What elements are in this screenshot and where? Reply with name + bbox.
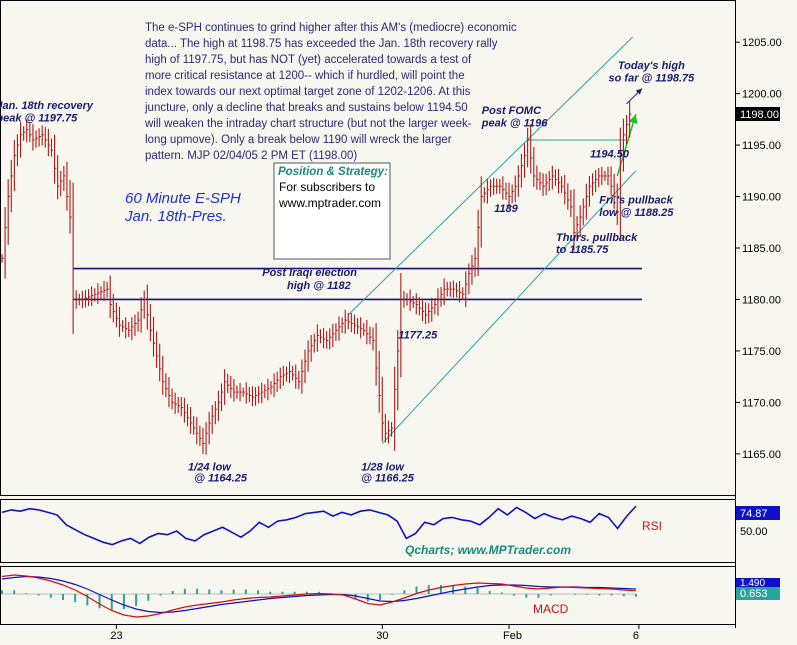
rsi-last-value: 74.87 (740, 508, 768, 520)
macd-line (1, 574, 637, 618)
annotation-label: so far @ 1198.75 (609, 72, 696, 84)
qcharts-label: Qcharts; www.MPTrader.com (405, 543, 571, 557)
commentary-line-9: pattern. MJP 02/04/05 2 PM ET (1198.00) (145, 150, 357, 162)
macd-last-value: 0.653 (740, 588, 768, 600)
annotation-label: 1/28 low (361, 461, 405, 473)
macd-second-value: 1.490 (740, 578, 765, 589)
rsi-last-box (736, 506, 780, 520)
annotation-label: peak @ 1197.75 (0, 112, 78, 124)
annotation-label: 1/24 low (188, 461, 232, 473)
y-tick-label: 1195.00 (742, 140, 781, 152)
commentary-line-3: high of 1197.75, but has NOT (yet) accel… (145, 54, 472, 66)
x-tick-label: Feb (503, 630, 522, 642)
commentary-line-2: data... The high at 1198.75 has exceeded… (145, 38, 498, 50)
strategy-title: Position & Strategy: (278, 166, 388, 178)
chart-title: 60 Minute E-SPH (125, 190, 241, 207)
macd-label: MACD (533, 602, 569, 616)
y-tick-label: 1200.00 (742, 89, 782, 101)
commentary-line-6: juncture, only a decline that breaks and… (144, 102, 468, 114)
macd-second-box (736, 578, 780, 587)
commentary-line-4: more critical resistance at 1200-- which… (145, 70, 465, 82)
y-tick-label: 1185.00 (742, 243, 781, 255)
last-price-box (736, 107, 780, 121)
y-tick-label: 1175.00 (742, 346, 781, 358)
trendline (347, 36, 634, 316)
annotation-label: high @ 1182 (287, 280, 351, 292)
commentary-line-8: long upmove). Only a break below 1190 wi… (145, 134, 452, 146)
annotation-label: Post FOMC (482, 105, 542, 117)
trendline (381, 170, 637, 444)
commentary-text: The e-SPH continues to grind higher afte… (144, 22, 520, 162)
macd-last-box (736, 587, 780, 600)
annotation-label: Post Iraqi election (262, 267, 357, 279)
annotation-label: low @ 1188.25 (599, 207, 674, 219)
commentary-line-7: will weaken the intraday chart structure… (144, 118, 472, 130)
x-tick-label: 30 (376, 630, 388, 642)
strategy-box (273, 162, 391, 260)
annotation-label: 1194.50 (590, 148, 630, 160)
last-price-label: 1198.00 (740, 109, 779, 121)
macd-signal-line (1, 575, 637, 614)
y-tick-label: 1190.00 (742, 192, 781, 204)
y-tick-label: 1165.00 (742, 449, 781, 461)
annotation-label: Jan. 18th recovery (0, 100, 94, 112)
rsi-line (1, 505, 637, 546)
commentary-line-1: The e-SPH continues to grind higher afte… (145, 22, 517, 34)
x-tick-label: 23 (110, 630, 122, 642)
rsi-tick-50: 50.00 (740, 526, 768, 538)
annotation-label: @ 1164.25 (194, 473, 248, 485)
todays-high-pointer (626, 88, 643, 105)
chart-subtitle: Jan. 18th-Pres. (124, 208, 227, 225)
annotation-label: @ 1166.25 (361, 473, 415, 485)
y-tick-label: 1180.00 (742, 294, 781, 306)
annotation-label: Today's high (618, 60, 685, 72)
rsi-panel-frame (0, 499, 736, 563)
rsi-label: RSI (642, 519, 662, 533)
annotation-label: 1177.25 (398, 330, 438, 342)
annotation-label: 1189 (494, 203, 519, 215)
annotation-label: peak @ 1196 (481, 118, 548, 130)
annotation-label: Fri.'s pullback (599, 195, 673, 207)
x-tick-label: 6 (633, 630, 639, 642)
commentary-line-5: index towards our next optimal target zo… (145, 86, 471, 98)
y-tick-label: 1170.00 (742, 397, 781, 409)
y-tick-label: 1205.00 (742, 37, 782, 49)
annotation-label: to 1185.75 (556, 244, 609, 256)
strategy-line-1: For subscribers to (279, 180, 375, 194)
annotation-label: Thurs. pullback (556, 232, 638, 244)
strategy-line-2: www.mptrader.com (278, 196, 381, 210)
